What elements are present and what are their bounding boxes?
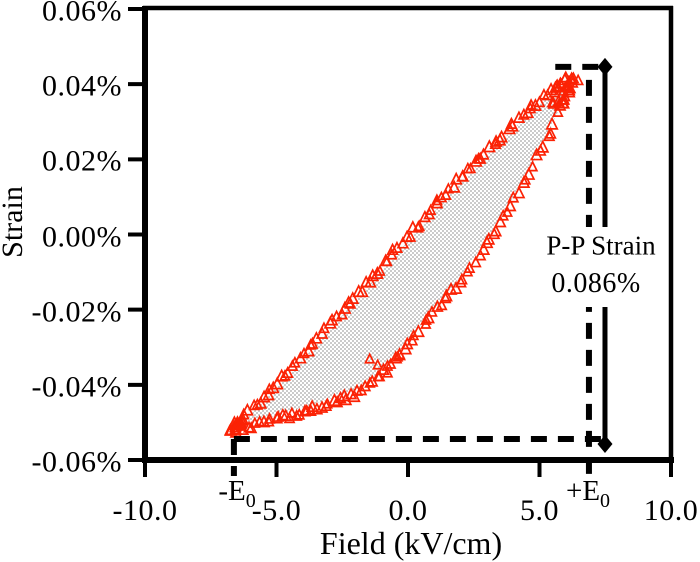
- y-tick-label: 0.00%: [42, 219, 122, 253]
- hysteresis-loop-fill: [231, 78, 573, 430]
- pos-e0-sub: 0: [600, 489, 611, 512]
- x-tick-label: -10.0: [112, 494, 178, 527]
- neg-e0-sub: 0: [245, 489, 256, 512]
- y-tick-label: -0.02%: [31, 295, 122, 329]
- pp-diamond-top: [597, 57, 613, 76]
- loop-markers: [223, 70, 585, 438]
- y-axis-title: Strain: [0, 186, 29, 258]
- x-axis-title: Field (kV/cm): [319, 525, 503, 561]
- y-tick-label: 0.06%: [42, 0, 122, 28]
- neg-e0-tick-label: -E0: [218, 475, 255, 511]
- x-tick-label: 0.0: [388, 494, 428, 527]
- x-tick-label: 10.0: [643, 494, 699, 527]
- x-tick-label: 5.0: [520, 494, 559, 527]
- plot-frame: [128, 5, 674, 477]
- pp-strain-annotation-value: 0.086%: [551, 268, 641, 299]
- pp-diamond-bottom: [597, 434, 613, 453]
- y-tick-label: 0.04%: [42, 69, 122, 103]
- pp-strain-annotation-title: P-P Strain: [546, 230, 656, 261]
- annotation-backdrop: [541, 227, 667, 307]
- x-tick-label: -5.0: [251, 494, 302, 527]
- y-tick-label: -0.06%: [31, 445, 122, 479]
- y-tick-label: 0.02%: [42, 144, 122, 178]
- pos-e0-main: +E: [565, 475, 601, 507]
- y-tick-label: -0.04%: [31, 370, 122, 404]
- pos-e0-tick-label: +E0: [565, 475, 610, 511]
- neg-e0-main: -E: [218, 475, 246, 507]
